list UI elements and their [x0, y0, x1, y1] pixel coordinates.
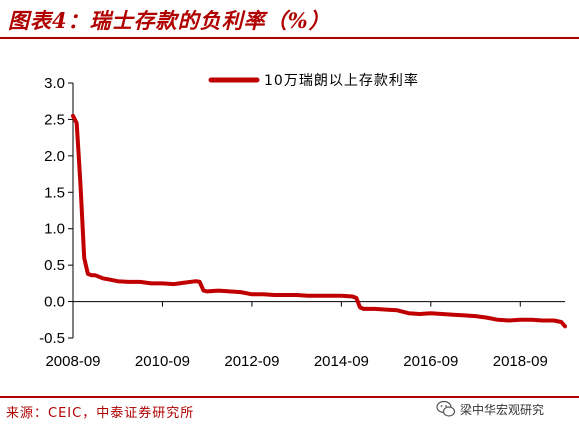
y-tick-label: 2.5	[44, 111, 65, 128]
wechat-icon	[436, 400, 456, 417]
series-layer	[71, 113, 567, 329]
x-tick-label: 2008-09	[45, 353, 100, 370]
series-line-0	[71, 113, 567, 329]
y-axis: 3.0 2.5 2.0 1.5 1.0 0.5 0.0 -0.5	[39, 75, 74, 347]
line-chart: 3.0 2.5 2.0 1.5 1.0 0.5 0.0 -0.5 2008-09 2010-09…	[39, 72, 567, 370]
watermark: 梁中华宏观研究	[436, 396, 576, 422]
y-tick-label: 1.0	[44, 221, 65, 238]
footer-rule	[0, 396, 579, 398]
y-tick-label: 1.5	[44, 184, 65, 201]
x-tick-label: 2018-09	[493, 353, 548, 370]
x-tick-label: 2016-09	[403, 353, 458, 370]
x-tick-label: 2012-09	[224, 353, 279, 370]
y-tick-label: -0.5	[39, 330, 65, 347]
watermark-text: 梁中华宏观研究	[460, 402, 545, 417]
title-rule	[0, 37, 579, 39]
x-axis: 2008-09 2010-09 2012-09 2014-09 2016-09 2018-…	[45, 301, 565, 370]
source-note: 来源：CEIC，中泰证券研究所	[6, 406, 195, 421]
y-tick-label: 3.0	[44, 75, 65, 92]
legend: 10万瑞朗以上存款利率	[208, 72, 419, 89]
legend-label: 10万瑞朗以上存款利率	[264, 72, 419, 89]
y-tick-label: 2.0	[44, 148, 65, 165]
x-tick-label: 2010-09	[135, 353, 190, 370]
figure-title: 图表4：瑞士存款的负利率（%）	[8, 8, 331, 33]
y-tick-label: 0.5	[44, 257, 65, 274]
x-tick-label: 2014-09	[314, 353, 369, 370]
y-tick-label: 0.0	[44, 294, 65, 311]
